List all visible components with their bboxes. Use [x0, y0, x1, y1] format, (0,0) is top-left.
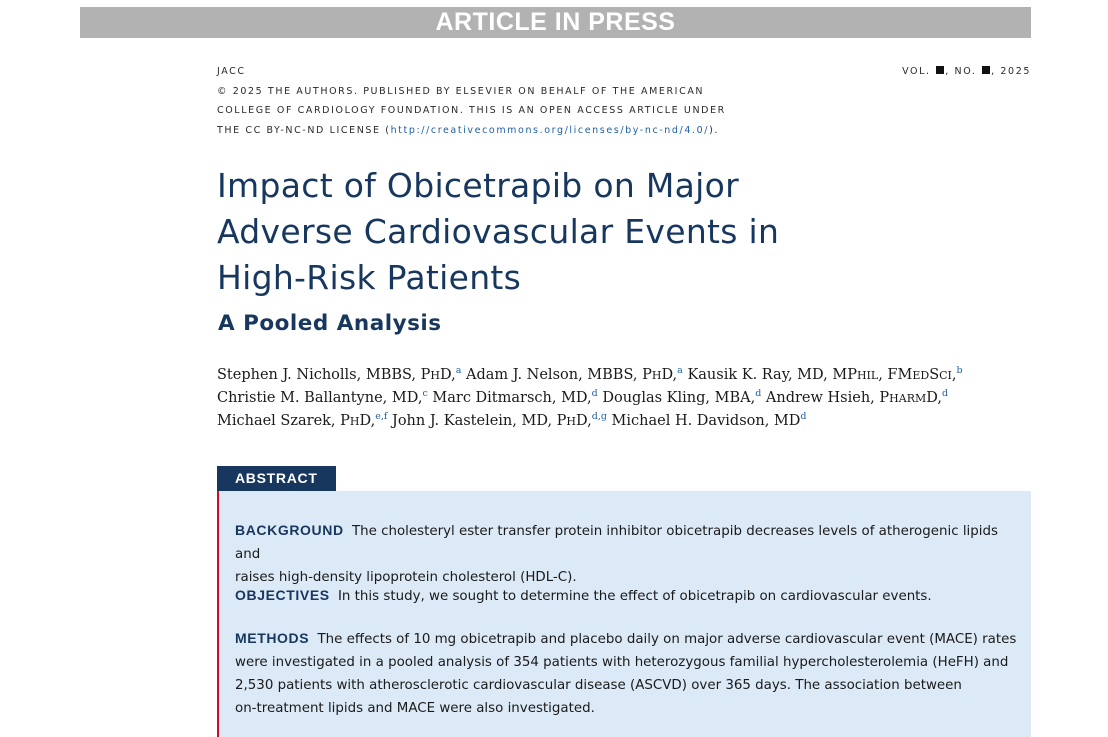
affiliation-sup: c: [422, 388, 428, 399]
abstract-methods: METHODS The effects of 10 mg obicetrapib…: [235, 627, 1025, 720]
author-line: Stephen J. Nicholls, MBBS, PHD,a Adam J.…: [217, 364, 1031, 387]
affiliation-sup: a: [677, 365, 683, 376]
issue-label: , NO.: [945, 66, 977, 77]
author-line: Christie M. Ballantyne, MD,c Marc Ditmar…: [217, 387, 1031, 410]
affiliation-sup: d: [755, 388, 762, 399]
author[interactable]: Douglas Kling, MBA,d: [597, 388, 762, 406]
volume-label: VOL.: [902, 66, 931, 77]
article-title: Impact of Obicetrapib on Major Adverse C…: [217, 163, 857, 301]
copyright-line: COLLEGE OF CARDIOLOGY FOUNDATION. THIS I…: [217, 105, 726, 116]
title-line: High-Risk Patients: [217, 258, 522, 297]
article-in-press-banner: ARTICLE IN PRESS: [80, 7, 1031, 38]
affiliation-sup: d,g: [591, 411, 607, 422]
author[interactable]: John J. Kastelein, MD, PHD,d,g: [387, 411, 607, 429]
affiliation-sup: d: [800, 411, 807, 422]
section-heading: METHODS: [235, 630, 310, 646]
author[interactable]: Marc Ditmarsch, MD,d: [427, 388, 598, 406]
abstract-objectives: OBJECTIVES In this study, we sought to d…: [235, 584, 1025, 608]
author[interactable]: Adam J. Nelson, MBBS, PHD,a: [461, 365, 683, 383]
year-label: , 2025: [991, 66, 1031, 77]
abstract-tab: ABSTRACT: [217, 466, 336, 491]
journal-header: JACC © 2025 THE AUTHORS. PUBLISHED BY EL…: [217, 66, 1031, 144]
copyright-line: THE CC BY-NC-ND LICENSE (http://creative…: [217, 125, 1031, 145]
author[interactable]: Andrew Hsieh, PHARMD,d: [761, 388, 949, 406]
author[interactable]: Stephen J. Nicholls, MBBS, PHD,a: [217, 365, 462, 383]
author[interactable]: Kausik K. Ray, MD, MPHIL, FMEDSCI,b: [682, 365, 963, 383]
affiliation-sup: b: [956, 365, 963, 376]
author[interactable]: Michael H. Davidson, MDd: [606, 411, 807, 429]
section-heading: OBJECTIVES: [235, 587, 330, 603]
volume-placeholder-icon: [936, 66, 945, 74]
section-text: 2,530 patients with atherosclerotic card…: [235, 678, 962, 693]
article-subtitle: A Pooled Analysis: [218, 311, 442, 336]
issue-placeholder-icon: [982, 66, 991, 74]
section-text: were investigated in a pooled analysis o…: [235, 655, 1009, 670]
author[interactable]: Michael Szarek, PHD,e,f: [217, 411, 388, 429]
author[interactable]: Christie M. Ballantyne, MD,c: [217, 388, 428, 406]
section-heading: BACKGROUND: [235, 522, 344, 538]
title-line: Impact of Obicetrapib on Major: [217, 166, 739, 205]
section-text: In this study, we sought to determine th…: [337, 589, 932, 604]
section-text: The effects of 10 mg obicetrapib and pla…: [317, 632, 1017, 647]
section-text: on-treatment lipids and MACE were also i…: [235, 701, 595, 716]
journal-name: JACC: [217, 66, 246, 77]
author-list: Stephen J. Nicholls, MBBS, PHD,a Adam J.…: [217, 364, 1031, 433]
title-line: Adverse Cardiovascular Events in: [217, 212, 780, 251]
section-text: The cholesteryl ester transfer protein i…: [235, 524, 998, 562]
volume-info: VOL. , NO. , 2025: [902, 66, 1031, 77]
copyright-text: THE CC BY-NC-ND LICENSE (: [217, 124, 391, 136]
abstract-background: BACKGROUND The cholesteryl ester transfe…: [235, 519, 1025, 589]
affiliation-sup: d: [591, 388, 598, 399]
affiliation-sup: e,f: [375, 411, 388, 422]
copyright-text: ).: [709, 124, 720, 136]
affiliation-sup: d: [941, 388, 949, 399]
license-link[interactable]: http://creativecommons.org/licenses/by-n…: [390, 124, 710, 136]
affiliation-sup: a: [455, 365, 462, 376]
section-text: raises high-density lipoprotein choleste…: [235, 570, 577, 585]
copyright-line: © 2025 THE AUTHORS. PUBLISHED BY ELSEVIE…: [217, 85, 705, 97]
abstract-box: [217, 491, 1031, 737]
author-line: Michael Szarek, PHD,e,f John J. Kastelei…: [217, 410, 1031, 433]
